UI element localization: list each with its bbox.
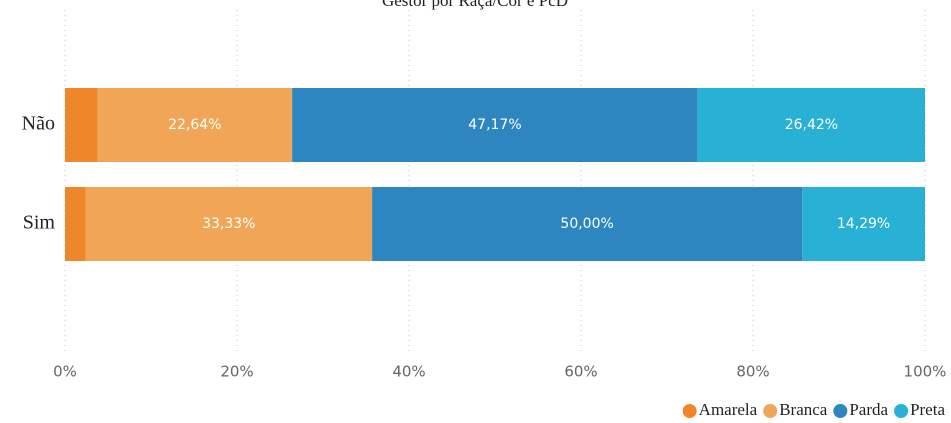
chart-title: Gestor por Raça/Cor e PcD [382, 0, 568, 10]
legend-label: Preta [910, 400, 945, 419]
legend-label: Branca [779, 400, 828, 419]
data-label: 26,42% [785, 117, 838, 133]
bar-segment [65, 187, 86, 261]
data-label: 50,00% [560, 216, 613, 232]
bar-segment [372, 187, 803, 261]
legend-label: Parda [849, 400, 888, 419]
x-tick-label: 0% [53, 363, 77, 381]
bar-segment [802, 187, 925, 261]
x-tick-label: 100% [904, 363, 947, 381]
data-label: 14,29% [837, 216, 890, 232]
y-tick-label: Sim [23, 212, 56, 234]
bar-segment [97, 88, 293, 162]
x-tick-label: 40% [392, 363, 425, 381]
x-tick-label: 80% [736, 363, 769, 381]
data-label: 33,33% [202, 216, 255, 232]
x-tick-label: 20% [220, 363, 253, 381]
bar-segment [697, 88, 925, 162]
legend-label: Amarela [699, 400, 758, 419]
bar-segment [85, 187, 373, 261]
legend-swatch [833, 404, 848, 418]
legend-swatch [894, 404, 909, 418]
data-label: 47,17% [468, 117, 521, 133]
data-label: 22,64% [168, 117, 221, 133]
x-tick-label: 60% [564, 363, 597, 381]
y-tick-label: Não [22, 113, 55, 135]
legend-swatch [682, 404, 697, 418]
legend-swatch [763, 404, 778, 418]
bar-segment [65, 88, 98, 162]
bar-segment [292, 88, 698, 162]
